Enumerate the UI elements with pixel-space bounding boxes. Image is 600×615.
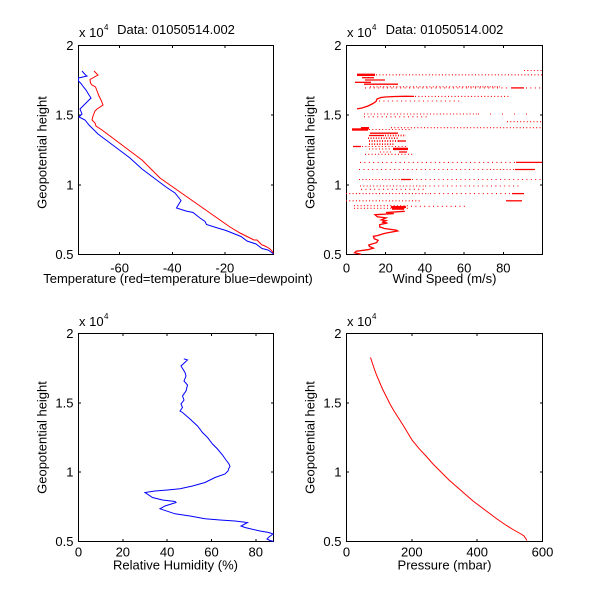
- svg-text:4: 4: [104, 312, 109, 321]
- svg-text:x 10: x 10: [79, 314, 104, 329]
- svg-text:-60: -60: [110, 261, 129, 276]
- svg-text:0: 0: [75, 545, 82, 560]
- svg-text:2: 2: [334, 38, 341, 53]
- svg-text:Temperature (red=temperature b: Temperature (red=temperature blue=dewpoi…: [43, 271, 313, 286]
- svg-text:1: 1: [66, 465, 73, 480]
- svg-text:60: 60: [457, 261, 471, 276]
- svg-text:2: 2: [66, 326, 73, 341]
- svg-text:1: 1: [334, 177, 341, 192]
- svg-text:40: 40: [418, 261, 432, 276]
- svg-text:x 10: x 10: [347, 314, 372, 329]
- svg-text:200: 200: [401, 545, 423, 560]
- svg-text:0.5: 0.5: [55, 534, 73, 549]
- svg-text:0: 0: [343, 545, 350, 560]
- svg-text:4: 4: [372, 23, 377, 32]
- svg-text:4: 4: [104, 23, 109, 32]
- svg-text:1: 1: [334, 465, 341, 480]
- svg-text:40: 40: [160, 545, 174, 560]
- svg-text:Geopotential height: Geopotential height: [34, 381, 49, 494]
- svg-text:Data: 01050514.002: Data: 01050514.002: [386, 22, 504, 37]
- svg-text:20: 20: [116, 545, 130, 560]
- svg-text:0.5: 0.5: [323, 534, 341, 549]
- svg-text:x 10: x 10: [79, 25, 104, 40]
- svg-text:0.5: 0.5: [323, 247, 341, 262]
- svg-text:x 10: x 10: [347, 25, 372, 40]
- svg-text:0.5: 0.5: [55, 247, 73, 262]
- svg-text:Pressure (mbar): Pressure (mbar): [398, 558, 492, 573]
- svg-text:1: 1: [66, 177, 73, 192]
- svg-text:-20: -20: [216, 261, 235, 276]
- svg-text:1.5: 1.5: [55, 108, 73, 123]
- svg-text:Relative Humidity (%): Relative Humidity (%): [113, 558, 238, 573]
- svg-text:1.5: 1.5: [55, 395, 73, 410]
- svg-text:2: 2: [66, 38, 73, 53]
- svg-text:Geopotential height: Geopotential height: [302, 381, 317, 494]
- svg-text:80: 80: [249, 545, 263, 560]
- svg-text:4: 4: [372, 312, 377, 321]
- svg-text:2: 2: [334, 326, 341, 341]
- svg-text:Geopotential height: Geopotential height: [302, 96, 317, 209]
- svg-text:60: 60: [204, 545, 218, 560]
- svg-text:Wind Speed (m/s): Wind Speed (m/s): [392, 271, 496, 286]
- svg-text:0: 0: [343, 261, 350, 276]
- svg-text:-40: -40: [163, 261, 182, 276]
- svg-text:1.5: 1.5: [323, 395, 341, 410]
- svg-text:Geopotential height: Geopotential height: [34, 96, 49, 209]
- svg-text:80: 80: [496, 261, 510, 276]
- svg-text:1.5: 1.5: [323, 108, 341, 123]
- svg-text:400: 400: [466, 545, 488, 560]
- svg-text:Data: 01050514.002: Data: 01050514.002: [117, 22, 235, 37]
- svg-text:20: 20: [378, 261, 392, 276]
- svg-text:600: 600: [532, 545, 554, 560]
